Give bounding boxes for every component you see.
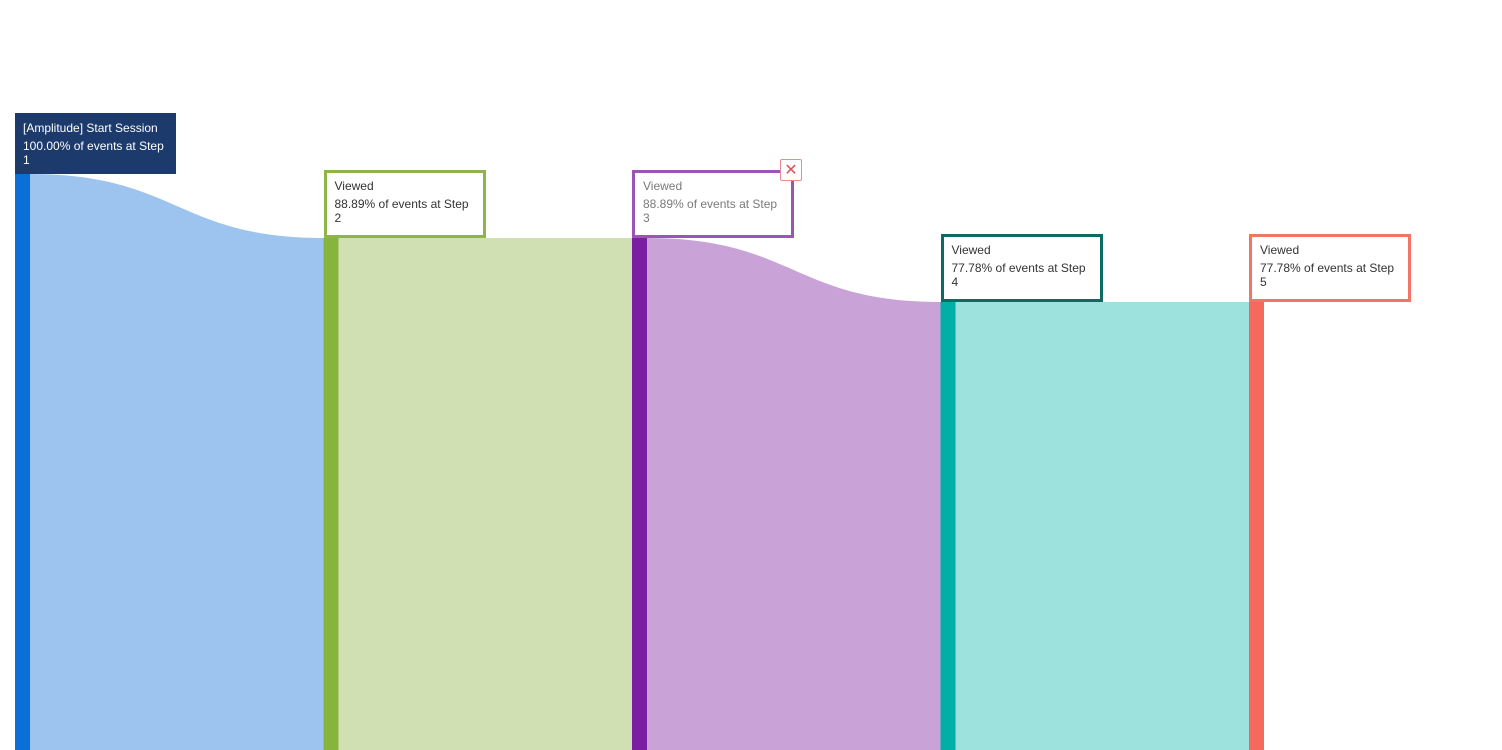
step-label-1[interactable]: [Amplitude] Start Session 100.00% of even… — [15, 113, 176, 174]
sankey-node-step-3[interactable] — [632, 237, 647, 750]
step-event-name: Viewed — [951, 242, 991, 257]
step-percent-label: 88.89% of events at Step 2 — [334, 196, 469, 225]
step-label-3[interactable]: Viewed 88.89% of events at Step 3 — [632, 169, 794, 238]
step-percent-label: 77.78% of events at Step 5 — [1260, 260, 1395, 289]
step-event-name: Viewed — [1260, 242, 1300, 257]
step-percent-label: 88.89% of events at Step 3 — [643, 196, 778, 225]
step-label-2[interactable]: Viewed 88.89% of events at Step 2 — [323, 169, 486, 238]
step-event-name: [Amplitude] Start Session — [23, 121, 158, 135]
close-icon[interactable]: ✕ — [780, 158, 802, 181]
sankey-link-step-1-to-2[interactable] — [30, 174, 324, 750]
step-label-4[interactable]: Viewed 77.78% of events at Step 4 — [940, 233, 1103, 302]
sankey-node-step-4[interactable] — [940, 301, 956, 750]
sankey-link-step-2-to-3[interactable] — [338, 237, 633, 750]
step-event-name: Viewed — [643, 178, 683, 193]
step-percent-label: 100.00% of events at Step 1 — [23, 139, 164, 167]
step-event-name: Viewed — [334, 178, 374, 193]
sankey-node-step-5[interactable] — [1249, 301, 1264, 750]
sankey-link-step-4-to-5[interactable] — [955, 301, 1250, 750]
sankey-node-step-1[interactable] — [15, 174, 30, 750]
sankey-node-step-2[interactable] — [323, 237, 339, 750]
step-percent-label: 77.78% of events at Step 4 — [951, 260, 1086, 289]
sankey-link-step-3-to-4[interactable] — [647, 237, 941, 750]
step-label-5[interactable]: Viewed 77.78% of events at Step 5 — [1249, 233, 1411, 302]
